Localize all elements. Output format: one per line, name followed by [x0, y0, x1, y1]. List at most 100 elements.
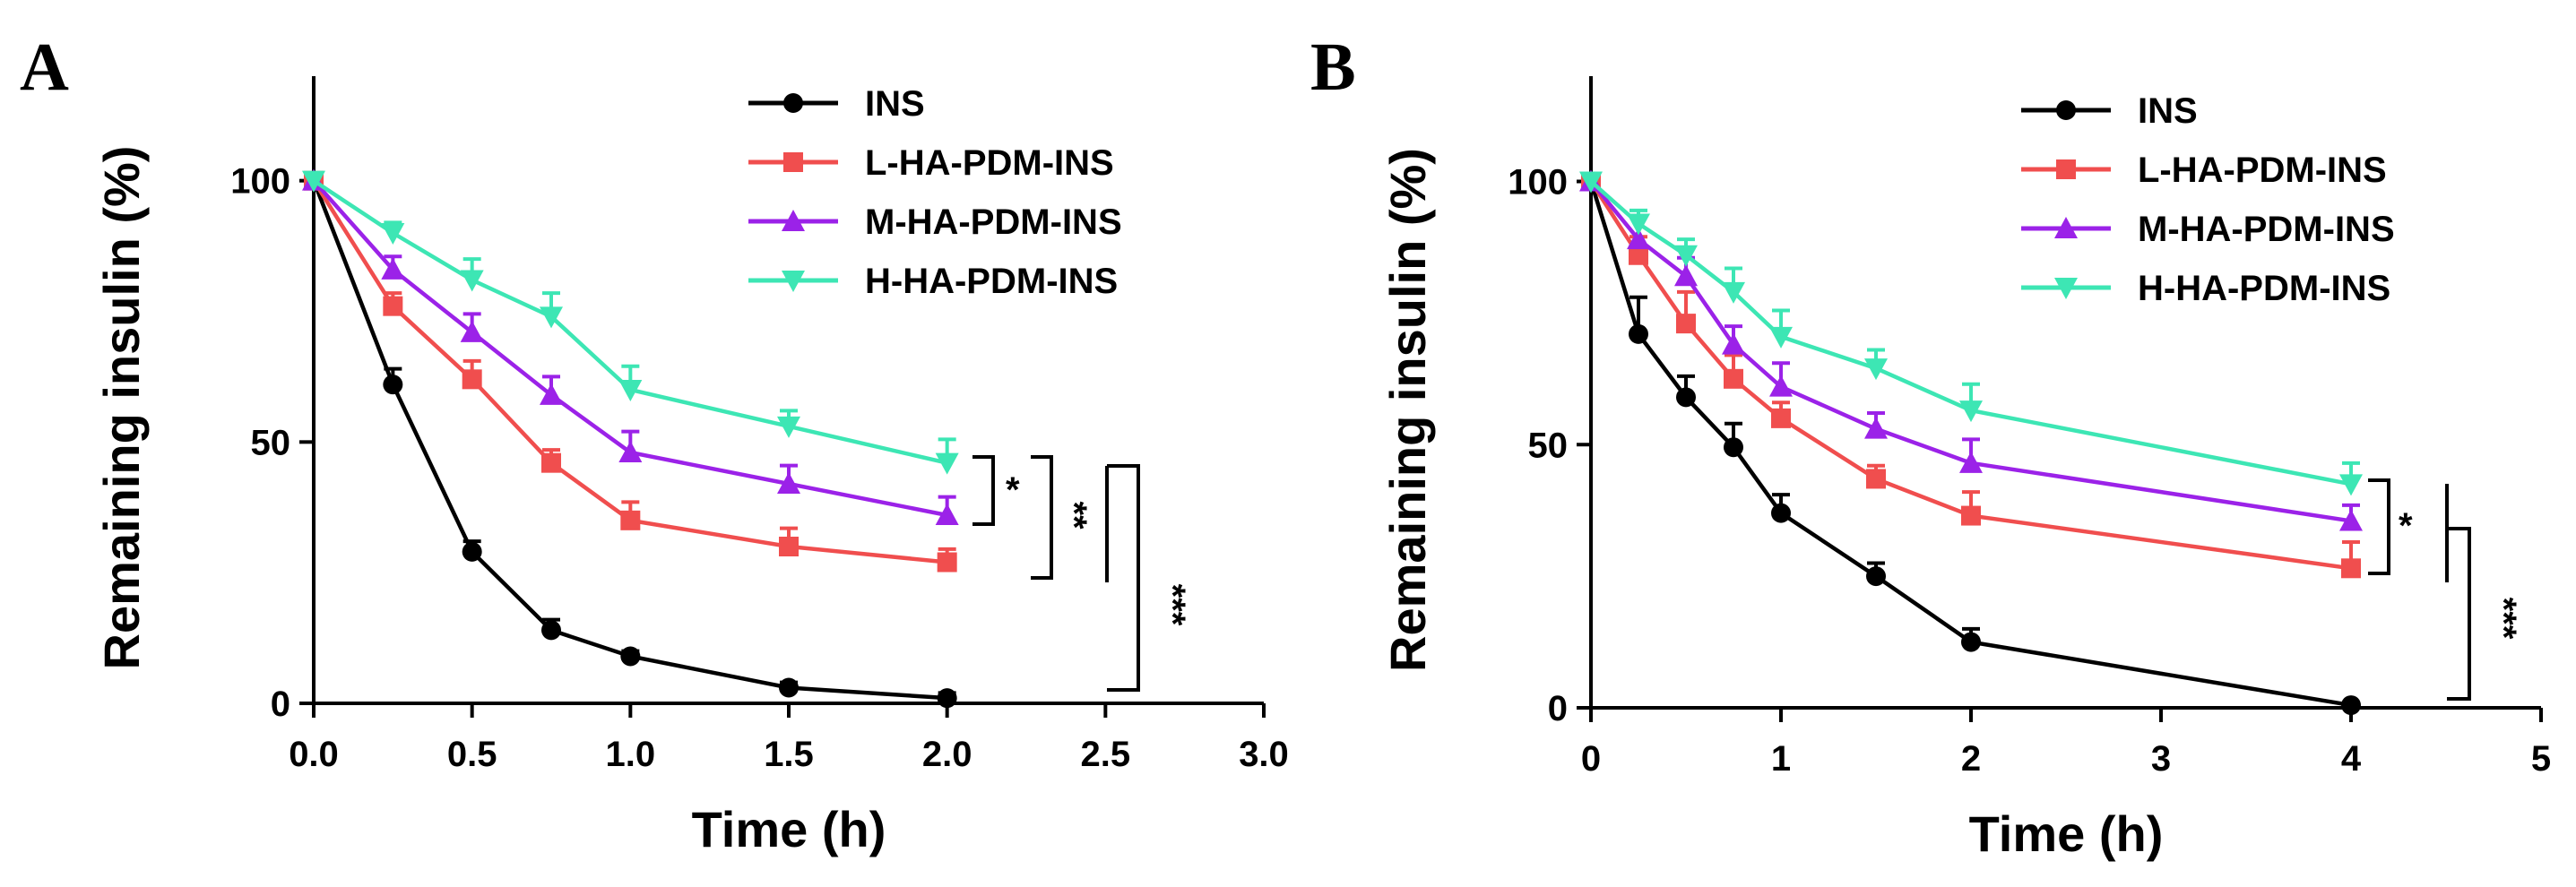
significance-bracket — [2447, 527, 2471, 701]
significance-label: ** — [1054, 501, 1094, 530]
x-tick-label: 5 — [2531, 739, 2551, 779]
data-point — [460, 320, 484, 342]
data-point — [1864, 417, 1888, 439]
data-point — [1629, 245, 1648, 265]
x-tick-label: 3.0 — [1239, 735, 1289, 774]
data-point — [1959, 451, 1983, 473]
data-point — [1771, 408, 1791, 428]
data-point — [1722, 332, 1745, 355]
data-point — [937, 552, 957, 573]
significance-label: * — [1006, 470, 1020, 510]
series-ins — [1581, 171, 2361, 716]
legend-marker — [2056, 100, 2076, 120]
x-tick-label: 2.0 — [922, 735, 972, 774]
data-point — [1864, 358, 1888, 381]
data-point — [1866, 469, 1886, 489]
panel-a: A 0.0 0.5 1.0 1.5 2.0 2.5 3.0 0 50 100 Time (h) Rema… — [20, 30, 1289, 857]
legend-marker — [2054, 217, 2078, 238]
legend-marker — [2056, 159, 2076, 179]
data-point — [1724, 368, 1743, 389]
legend-label: H-HA-PDM-INS — [2138, 269, 2390, 308]
data-point — [1674, 264, 1698, 287]
significance-label: *** — [1153, 584, 1192, 626]
x-tick-label: 2 — [1961, 739, 1981, 779]
legend-label: L-HA-PDM-INS — [865, 143, 1114, 183]
data-point — [302, 170, 325, 193]
legend-item: H-HA-PDM-INS — [2021, 269, 2390, 308]
data-point — [2339, 474, 2363, 496]
data-point — [777, 472, 800, 494]
legend-item: INS — [2021, 91, 2198, 131]
data-point — [462, 541, 482, 562]
y-tick-label: 100 — [1508, 163, 1568, 202]
data-point — [540, 383, 563, 405]
legend-item: H-HA-PDM-INS — [748, 262, 1118, 301]
y-axis-title: Remaining insulin (%) — [1379, 148, 1436, 672]
data-point — [1724, 437, 1743, 458]
legend-item: L-HA-PDM-INS — [748, 143, 1114, 183]
data-point — [2341, 695, 2361, 716]
data-point — [1674, 245, 1698, 267]
data-point — [779, 537, 799, 556]
y-tick-label: 0 — [1548, 689, 1568, 728]
data-point — [1769, 375, 1793, 397]
x-tick-label: 0 — [1581, 739, 1601, 779]
significance-label: *** — [2484, 598, 2523, 640]
data-point — [541, 620, 561, 641]
y-tick-label: 100 — [230, 162, 290, 202]
legend-marker — [782, 210, 805, 231]
data-point — [1959, 400, 1983, 423]
legend-item: M-HA-PDM-INS — [748, 202, 1122, 242]
data-point — [1676, 387, 1696, 408]
x-tick-label: 4 — [2341, 739, 2362, 779]
x-tick-label: 0.0 — [289, 735, 339, 774]
data-point — [1627, 213, 1650, 236]
significance-bracket — [1031, 455, 1053, 580]
data-point — [540, 306, 563, 329]
data-point — [1722, 281, 1745, 304]
data-point — [779, 677, 799, 698]
x-tick-label: 0.5 — [447, 735, 497, 774]
data-point — [462, 369, 482, 390]
data-point — [381, 223, 405, 245]
data-point — [1961, 632, 1981, 652]
data-point — [777, 416, 800, 438]
data-point — [937, 688, 957, 709]
legend-item: INS — [748, 84, 925, 124]
x-axis-title: Time (h) — [692, 801, 886, 857]
data-point — [1676, 314, 1696, 334]
x-tick-label: 1 — [1771, 739, 1791, 779]
legend: INS L-HA-PDM-INS M-HA-PDM-INS H-HA-PDM-INS — [2021, 91, 2395, 308]
legend-label: L-HA-PDM-INS — [2138, 151, 2387, 190]
data-point — [1627, 228, 1650, 250]
data-point — [381, 257, 405, 280]
series-h-ha-pdm-ins — [1579, 171, 2363, 496]
legend-label: H-HA-PDM-INS — [865, 262, 1118, 301]
data-point — [620, 510, 641, 530]
legend-item: L-HA-PDM-INS — [2021, 151, 2387, 190]
data-point — [1579, 171, 1603, 194]
x-tick-label: 1.0 — [606, 735, 656, 774]
data-point — [1629, 323, 1648, 344]
panel-label: B — [1310, 30, 1356, 105]
legend-marker — [782, 271, 805, 292]
y-tick-label: 0 — [271, 685, 290, 724]
series-line — [1588, 180, 2352, 708]
y-tick-label: 50 — [1528, 426, 1569, 465]
y-tick-label: 50 — [251, 423, 291, 462]
data-point — [935, 452, 959, 475]
x-tick-label: 2.5 — [1081, 735, 1131, 774]
data-point — [1771, 503, 1791, 523]
panel-label: A — [20, 30, 69, 105]
series-h-ha-pdm-ins — [302, 170, 959, 475]
legend-marker — [783, 93, 803, 113]
series-line — [1589, 180, 2352, 571]
significance-label: * — [2399, 506, 2413, 546]
series-line — [1589, 179, 2352, 487]
x-tick-label: 3 — [2151, 739, 2171, 779]
data-point — [2339, 509, 2363, 531]
data-point — [541, 452, 561, 473]
data-point — [935, 504, 959, 525]
